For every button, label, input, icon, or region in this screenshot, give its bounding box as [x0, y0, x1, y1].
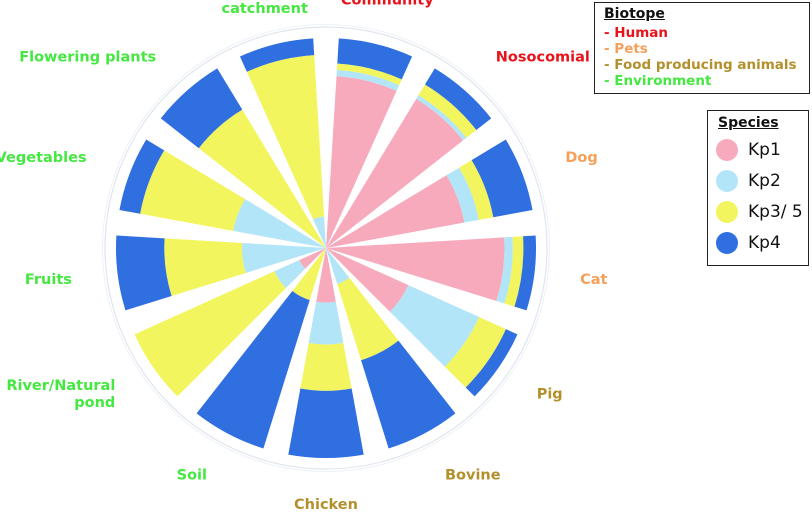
- label-flowering-plants: Flowering plants: [19, 49, 156, 65]
- segment-community-kp1: [326, 76, 397, 249]
- species-legend: Species Kp1 Kp2 Kp3/ 5 Kp4: [707, 110, 809, 266]
- kp4-swatch: [716, 232, 738, 254]
- segment-fruits-kp2: [242, 242, 326, 273]
- segment-chicken-kp4: [288, 388, 364, 459]
- segment-community-kp2: [336, 69, 400, 91]
- wedge-nosocomial: [326, 68, 492, 249]
- segment-bovine-kp2: [326, 248, 350, 285]
- segment-river-natural-pond-kp1: [299, 248, 326, 269]
- segment-nosocomial-kp4: [424, 68, 492, 131]
- segment-water-catchment-kp3-5: [246, 55, 325, 220]
- segment-flowering-plants-kp3-5: [198, 109, 326, 249]
- segment-cat-kp1: [326, 237, 505, 301]
- segment-pig-kp3-5: [444, 317, 506, 388]
- segment-dog-kp3-5: [459, 160, 494, 220]
- biotope-legend-food: - Food producing animals: [604, 57, 797, 73]
- species-legend-kp2: Kp2: [716, 168, 781, 194]
- species-legend-title: Species: [718, 115, 779, 131]
- wedge-flowering-plants: [160, 68, 326, 249]
- segment-cat-kp3-5: [504, 236, 524, 307]
- segment-flowering-plants-kp4: [160, 68, 243, 149]
- biotope-legend: Biotope - Human - Pets - Food producing …: [594, 2, 810, 94]
- wedge-chicken: [288, 248, 364, 459]
- segment-soil-kp4: [196, 291, 310, 449]
- wedge-fruits: [115, 235, 326, 311]
- segment-cat-kp2: [496, 236, 513, 304]
- kp2-label: Kp2: [748, 171, 781, 191]
- label-water-catchment: Watercatchment: [221, 0, 307, 17]
- wedge-pig: [326, 248, 518, 397]
- wedge-bovine: [326, 248, 456, 449]
- wedge-dog: [326, 139, 533, 248]
- label-vegetables: Vegetables: [0, 150, 87, 166]
- segment-cat-kp4: [514, 235, 537, 311]
- species-legend-kp3-5: Kp3/ 5: [716, 199, 803, 225]
- segment-chicken-kp3-5: [300, 343, 352, 391]
- kp4-label: Kp4: [748, 233, 781, 253]
- biotope-legend-pets: - Pets: [604, 41, 648, 57]
- species-legend-kp4: Kp4: [716, 230, 781, 256]
- segment-water-catchment-kp4: [239, 38, 315, 72]
- segment-river-natural-pond-kp3-5: [134, 271, 286, 397]
- label-soil: Soil: [177, 468, 207, 484]
- segment-fruits-kp4: [115, 235, 172, 311]
- biotope-legend-environment: - Environment: [604, 73, 712, 89]
- species-legend-kp1: Kp1: [716, 137, 781, 163]
- label-community: Community: [341, 0, 434, 8]
- kp1-swatch: [716, 139, 738, 161]
- wedge-water-catchment: [239, 38, 326, 248]
- segment-chicken-kp1: [316, 248, 336, 303]
- label-fruits: Fruits: [25, 272, 72, 288]
- segment-fruits-kp3-5: [164, 238, 246, 296]
- segment-vegetables-kp4: [119, 139, 165, 214]
- outer-rim-outline: [102, 24, 550, 472]
- label-cat: Cat: [580, 272, 607, 288]
- label-pig: Pig: [537, 386, 563, 402]
- segment-bovine-kp3-5: [337, 277, 399, 361]
- segment-dog-kp2: [446, 167, 479, 223]
- segment-pig-kp1: [326, 248, 409, 312]
- wedge-soil: [196, 248, 326, 449]
- wedge-community: [326, 38, 413, 249]
- segment-dog-kp1: [326, 175, 465, 248]
- kp3-5-label: Kp3/ 5: [748, 202, 803, 222]
- segment-community-kp4: [337, 38, 413, 80]
- segment-river-natural-pond-kp2: [274, 260, 306, 289]
- segment-bovine-kp4: [361, 340, 456, 449]
- label-chicken: Chicken: [294, 497, 358, 512]
- segment-pig-kp4: [465, 329, 518, 397]
- wedge-river-natural-pond: [134, 248, 326, 397]
- wedge-vegetables: [119, 139, 326, 248]
- segment-vegetables-kp2: [233, 199, 326, 248]
- label-dog: Dog: [565, 150, 597, 166]
- kp3-5-swatch: [716, 201, 738, 223]
- segment-nosocomial-kp1: [326, 98, 464, 249]
- segment-pig-kp2: [389, 285, 480, 367]
- kp2-swatch: [716, 170, 738, 192]
- segment-dog-kp4: [471, 139, 533, 218]
- label-bovine: Bovine: [445, 468, 501, 484]
- segment-soil-kp3-5: [292, 248, 326, 301]
- biotope-legend-title: Biotope: [604, 6, 665, 22]
- segment-water-catchment-kp2: [313, 216, 326, 248]
- wedge-cat: [326, 235, 537, 311]
- segment-chicken-kp2: [308, 301, 344, 345]
- label-nosocomial: Nosocomial: [496, 49, 590, 65]
- kp1-label: Kp1: [748, 140, 781, 160]
- segment-nosocomial-kp2: [416, 95, 467, 141]
- biotope-legend-human: - Human: [604, 25, 668, 41]
- segment-community-kp3-5: [336, 63, 402, 86]
- outer-rim: [104, 26, 548, 470]
- segment-vegetables-kp3-5: [140, 150, 246, 231]
- segment-nosocomial-kp3-5: [418, 84, 477, 138]
- label-river-natural-pond: River/Natural pond: [6, 378, 115, 411]
